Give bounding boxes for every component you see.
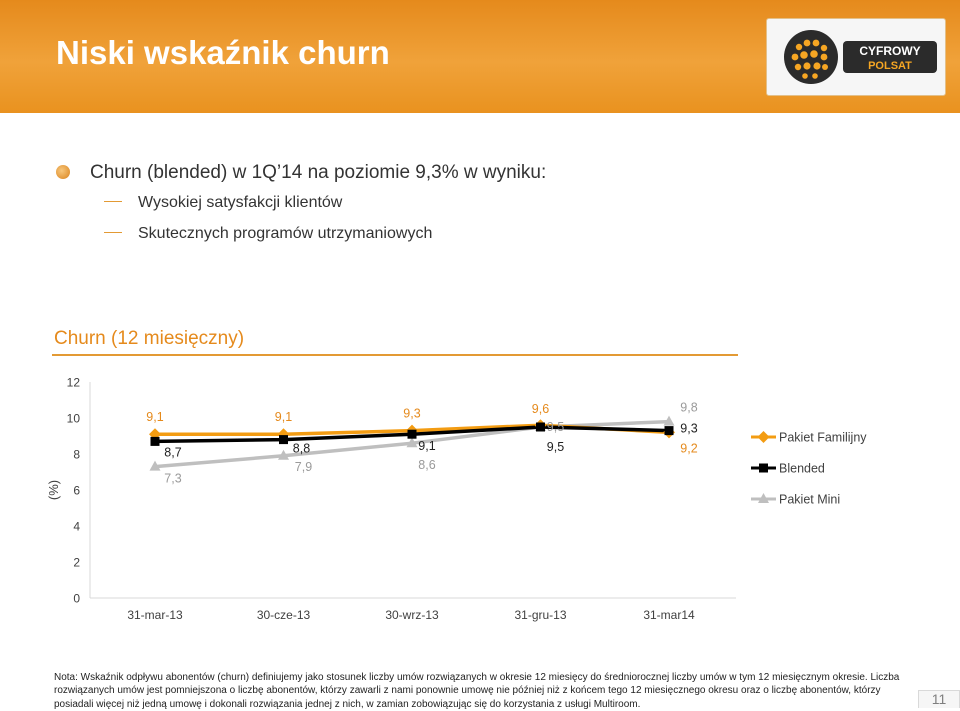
dash-bullet-icon — [104, 201, 122, 202]
slide-title: Niski wskaźnik churn — [56, 34, 390, 71]
chart-heading: Churn (12 miesięczny) — [54, 328, 245, 349]
y-tick-label: 0 — [73, 592, 80, 606]
data-label: 9,5 — [547, 420, 564, 434]
title-bar: Niski wskaźnik churn CYFROWY POLSAT — [0, 0, 960, 113]
legend-marker — [757, 431, 770, 443]
data-label: 9,2 — [680, 441, 697, 455]
data-label: 9,5 — [547, 440, 564, 454]
data-point — [278, 449, 289, 460]
y-tick-label: 8 — [73, 448, 80, 462]
data-label: 8,6 — [418, 458, 435, 472]
main-bullet-text: Churn (blended) w 1Q’14 na poziomie 9,3%… — [90, 162, 547, 183]
cyfrowy-polsat-logo: CYFROWY POLSAT — [766, 18, 946, 96]
logo-text-line1: CYFROWY — [859, 44, 920, 58]
logo-globe-icon — [784, 30, 838, 84]
data-point — [279, 435, 288, 445]
data-label: 7,3 — [164, 472, 181, 486]
y-tick-label: 10 — [67, 412, 81, 426]
data-point — [536, 422, 545, 432]
x-tick-label: 31-mar14 — [643, 608, 695, 622]
sub-bullet-text: Wysokiej satysfakcji klientów — [138, 194, 343, 211]
dash-bullet-icon — [104, 232, 122, 233]
page-number: 11 — [918, 690, 960, 708]
x-tick-label: 30-wrz-13 — [385, 608, 439, 622]
sub-bullet-1: Wysokiej satysfakcji klientów — [104, 194, 342, 212]
y-tick-label: 2 — [73, 556, 80, 570]
x-tick-label: 31-gru-13 — [514, 608, 566, 622]
legend-marker — [758, 493, 769, 503]
data-label: 9,1 — [275, 410, 292, 424]
data-label: 9,3 — [403, 407, 420, 421]
data-point — [663, 415, 675, 426]
data-point — [149, 460, 161, 471]
y-axis-label: (%) — [46, 480, 61, 500]
data-point — [150, 436, 160, 446]
legend-label: Pakiet Mini — [779, 493, 840, 507]
data-point — [664, 426, 674, 436]
data-label: 9,8 — [680, 401, 697, 415]
data-label: 9,3 — [680, 422, 697, 436]
data-label: 8,7 — [164, 445, 181, 459]
legend-marker — [759, 463, 768, 473]
main-bullet: Churn (blended) w 1Q’14 na poziomie 9,3%… — [56, 162, 546, 184]
x-tick-label: 30-cze-13 — [257, 608, 311, 622]
x-tick-label: 31-mar-13 — [127, 608, 183, 622]
y-tick-label: 6 — [73, 484, 80, 498]
y-tick-label: 12 — [67, 376, 81, 390]
y-tick-label: 4 — [73, 520, 80, 534]
data-label: 9,6 — [532, 402, 549, 416]
logo-graphic: CYFROWY POLSAT — [784, 30, 937, 84]
data-label: 7,9 — [295, 460, 312, 474]
legend-label: Blended — [779, 462, 825, 476]
bullet-globe-icon — [56, 165, 70, 179]
logo-text-line2: POLSAT — [868, 60, 912, 72]
sub-bullet-text: Skutecznych programów utrzymaniowych — [138, 225, 433, 242]
data-label: 9,1 — [418, 439, 435, 453]
chart-heading-rule — [52, 354, 738, 356]
sub-bullet-2: Skutecznych programów utrzymaniowych — [104, 225, 432, 243]
data-point — [407, 429, 417, 439]
data-label: 9,1 — [146, 410, 163, 424]
legend-label: Pakiet Familijny — [779, 431, 867, 445]
data-label: 8,8 — [293, 442, 310, 456]
footnote: Nota: Wskaźnik odpływu abonentów (churn)… — [54, 672, 900, 710]
data-point — [406, 437, 418, 448]
